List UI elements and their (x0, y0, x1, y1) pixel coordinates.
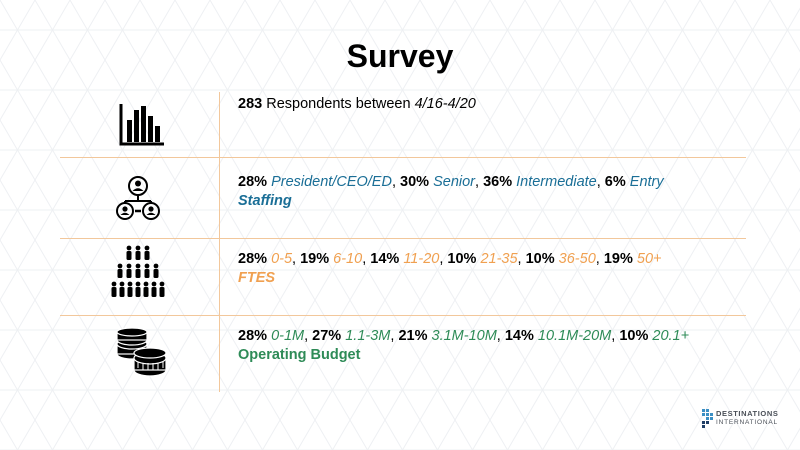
stat-label: Intermediate (516, 174, 597, 190)
stat-pct: 6% (604, 174, 626, 190)
stat-label: 6-10 (333, 251, 363, 267)
respondent-count: 283 (238, 96, 263, 112)
bar-chart-icon (119, 104, 164, 146)
stat-pct: 19% (603, 251, 633, 267)
stat-pct: 28% (238, 328, 268, 344)
stat-label: 0-5 (271, 251, 293, 267)
stat-pct: 10% (619, 328, 649, 344)
stat-label: Entry (629, 174, 664, 190)
stat-label: 21-35 (480, 251, 518, 267)
coin-stacks-icon (116, 328, 167, 377)
respondents-text: Respondents between (262, 96, 415, 112)
stat-label: 10.1M-20M (537, 328, 612, 344)
row-divider (60, 315, 746, 316)
logo-text-line1: DESTINATIONS (716, 409, 779, 418)
stat-label: Senior (433, 174, 475, 190)
stat-label: 20.1+ (652, 328, 690, 344)
category-label: FTES (238, 270, 276, 286)
stat-pct: 14% (370, 251, 400, 267)
vertical-divider (219, 92, 220, 392)
budget-breakdown: 28% 0-1M, 27% 1.1-3M, 21% 3.1M-10M, 14% … (238, 328, 690, 363)
stat-label: 0-1M (271, 328, 305, 344)
page-title: Survey (346, 38, 454, 74)
respondents-line: 283 Respondents between 4/16-4/20 (238, 95, 738, 114)
row-divider (60, 238, 746, 239)
people-group-icon (111, 245, 165, 297)
stat-label: President/CEO/ED (271, 174, 392, 190)
stat-pct: 10% (525, 251, 555, 267)
org-chart-icon (116, 176, 160, 220)
stat-pct: 30% (400, 174, 430, 190)
staffing-breakdown: 28% President/CEO/ED, 30% Senior, 36% In… (238, 174, 664, 209)
stat-pct: 36% (483, 174, 513, 190)
stat-pct: 28% (238, 174, 268, 190)
logo-mark-icon (702, 409, 713, 428)
survey-dates: 4/16-4/20 (414, 96, 476, 112)
stat-pct: 10% (447, 251, 477, 267)
row-divider (60, 157, 746, 158)
stat-label: 36-50 (558, 251, 596, 267)
ftes-breakdown: 28% 0-5, 19% 6-10, 14% 11-20, 10% 21-35,… (238, 251, 662, 286)
logo-text-line2: INTERNATIONAL (716, 419, 778, 426)
stat-pct: 27% (312, 328, 342, 344)
stat-label: 50+ (636, 251, 662, 267)
stat-pct: 14% (504, 328, 534, 344)
stat-pct: 19% (300, 251, 330, 267)
stat-label: 11-20 (403, 251, 440, 267)
stat-pct: 28% (238, 251, 268, 267)
stat-label: 1.1-3M (345, 328, 391, 344)
stat-pct: 21% (398, 328, 428, 344)
category-label: Staffing (238, 193, 292, 209)
category-label: Operating Budget (238, 347, 361, 363)
destinations-international-logo: DESTINATIONS INTERNATIONAL (702, 408, 792, 430)
stat-label: 3.1M-10M (431, 328, 497, 344)
